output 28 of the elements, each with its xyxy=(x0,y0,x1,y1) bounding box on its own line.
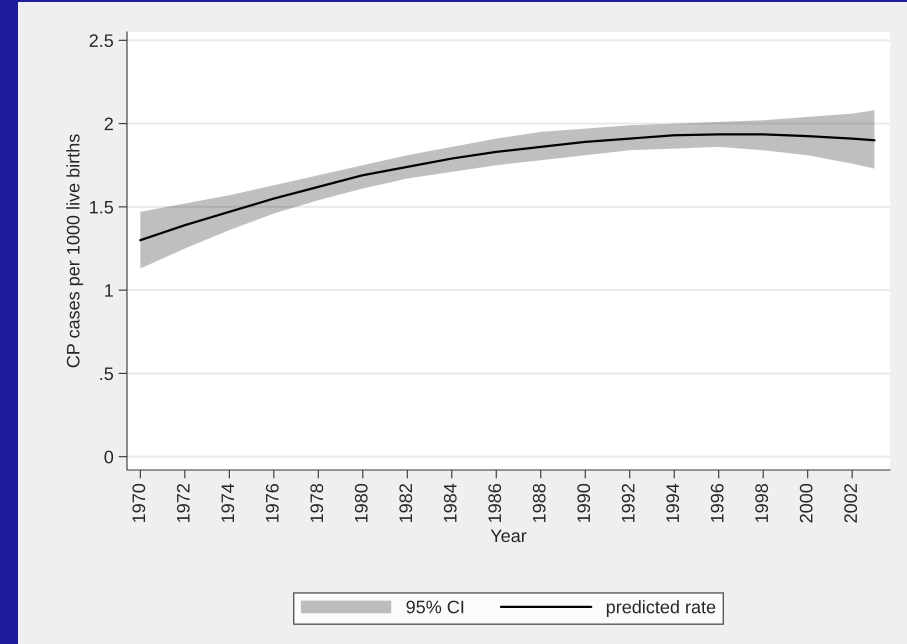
x-tick-label: 1976 xyxy=(266,484,279,522)
x-tick-label: 1994 xyxy=(666,484,680,522)
y-tick-label: .5 xyxy=(100,368,114,380)
x-tick-label: 1982 xyxy=(399,484,412,522)
x-tick-label: 1974 xyxy=(221,484,234,522)
x-tick-label: 1980 xyxy=(354,484,368,522)
x-tick-label: 2000 xyxy=(800,484,813,522)
x-tick-label: 1972 xyxy=(176,484,190,522)
x-tick-label: 1998 xyxy=(755,484,768,522)
x-tick-label: 1970 xyxy=(132,484,146,522)
y-tick-label: 2.5 xyxy=(90,34,114,48)
x-tick-label: 1988 xyxy=(532,484,546,522)
x-tick-label: 1978 xyxy=(310,484,324,522)
text: 95% CI xyxy=(406,600,464,614)
x-tick-label: 1996 xyxy=(710,484,724,522)
line-series xyxy=(139,133,876,242)
x-tick-label: 1984 xyxy=(444,484,457,522)
x-axis-title: Year xyxy=(490,530,526,542)
y-tick-label: 1 xyxy=(105,284,113,297)
x-tick-label: 1990 xyxy=(577,484,590,522)
y-tick-label: 1.5 xyxy=(90,200,114,214)
x-tick-label: 1986 xyxy=(488,484,502,522)
x-tick-label: 2002 xyxy=(844,484,858,522)
y-tick-label: 0 xyxy=(104,450,114,464)
y-tick-label: 2 xyxy=(104,118,113,130)
text: predicted rate xyxy=(606,600,716,617)
y-axis-title: CP cases per 1000 live births xyxy=(66,134,84,368)
x-tick-label: 1992 xyxy=(622,484,635,522)
